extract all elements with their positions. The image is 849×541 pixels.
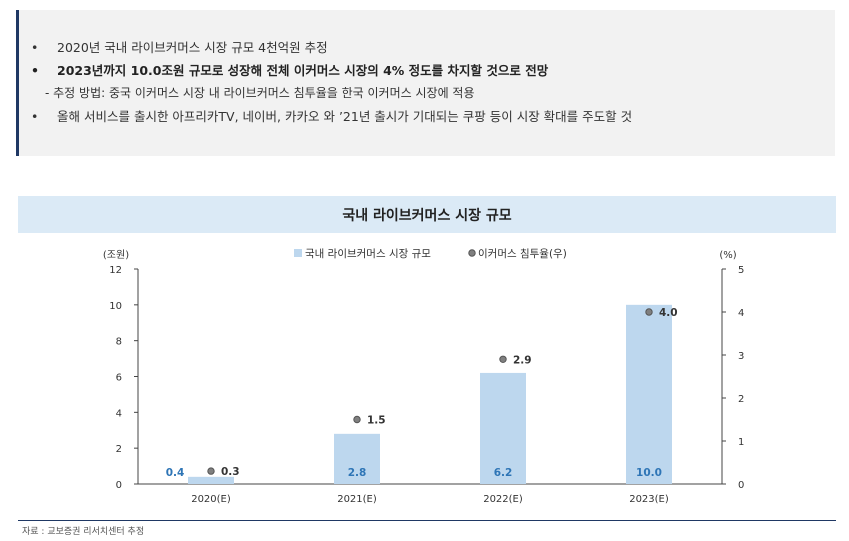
- summary-box: • 2020년 국내 라이브커머스 시장 규모 4천억원 추정 • 2023년까지 …: [16, 10, 835, 156]
- summary-item-1: • 2020년 국내 라이브커머스 시장 규모 4천억원 추정: [31, 40, 328, 55]
- bar-data-label: 10.0: [636, 467, 662, 479]
- left-tick-label: 4: [116, 408, 122, 419]
- penetration-data-label: 4.0: [659, 307, 678, 319]
- summary-item-3-text: - 추정 방법: 중국 이커머스 시장 내 라이브커머스 침투율을 한국 이커머…: [45, 86, 475, 100]
- penetration-point-2020(E): [207, 467, 215, 475]
- right-tick-label: 5: [738, 265, 744, 276]
- left-tick-label: 2: [116, 444, 122, 455]
- chart-title: 국내 라이브커머스 시장 규모: [18, 196, 836, 233]
- penetration-point-2022(E): [499, 355, 507, 363]
- summary-item-3: - 추정 방법: 중국 이커머스 시장 내 라이브커머스 침투율을 한국 이커머…: [31, 82, 835, 105]
- bar-2021(E): [334, 433, 380, 484]
- bottom-divider: [18, 520, 836, 521]
- x-tick-label: 2022(E): [483, 494, 523, 505]
- penetration-data-label: 0.3: [221, 466, 240, 478]
- left-tick-label: 8: [116, 337, 122, 348]
- x-tick-label: 2023(E): [629, 494, 669, 505]
- bar-data-label: 0.4: [166, 467, 185, 479]
- bar-data-label: 6.2: [494, 467, 513, 479]
- right-tick-label: 0: [738, 480, 744, 491]
- summary-item-2-text: 2023년까지 10.0조원 규모로 성장해 전체 이커머스 시장의 4% 정도…: [57, 63, 549, 78]
- bar-2022(E): [480, 372, 526, 484]
- penetration-point-2023(E): [645, 308, 653, 316]
- summary-item-4: • 올해 서비스를 출시한 아프리카TV, 네이버, 카카오 와 ’21년 출시가…: [31, 109, 633, 124]
- x-tick-label: 2021(E): [337, 494, 377, 505]
- right-axis-label: (%): [719, 250, 736, 261]
- legend-bar-label: 국내 라이브커머스 시장 규모: [305, 248, 431, 260]
- summary-item-2: • 2023년까지 10.0조원 규모로 성장해 전체 이커머스 시장의 4% 정…: [31, 63, 549, 78]
- penetration-data-label: 1.5: [367, 415, 386, 427]
- bar-data-label: 2.8: [348, 467, 367, 479]
- left-tick-label: 10: [109, 301, 122, 312]
- legend-scatter-label: 이커머스 침투율(우): [478, 248, 567, 260]
- right-tick-label: 1: [738, 437, 744, 448]
- summary-item-4-text: 올해 서비스를 출시한 아프리카TV, 네이버, 카카오 와 ’21년 출시가 …: [57, 109, 633, 124]
- penetration-point-2021(E): [353, 415, 361, 424]
- bar-2023(E): [626, 304, 672, 484]
- bar-2020(E): [188, 476, 234, 484]
- right-tick-label: 4: [738, 308, 744, 319]
- summary-item-1-text: 2020년 국내 라이브커머스 시장 규모 4천억원 추정: [57, 40, 328, 55]
- left-tick-label: 6: [116, 373, 122, 384]
- source-note: 자료 : 교보증권 리서치센터 추정: [22, 527, 145, 537]
- legend-scatter-swatch: [468, 249, 476, 257]
- right-tick-label: 2: [738, 394, 744, 405]
- penetration-data-label: 2.9: [513, 354, 532, 366]
- left-axis-label: (조원): [103, 249, 129, 261]
- x-tick-label: 2020(E): [191, 494, 231, 505]
- left-tick-label: 0: [116, 480, 122, 491]
- legend-bar-swatch: [294, 249, 302, 257]
- left-tick-label: 12: [109, 265, 122, 276]
- right-tick-label: 3: [738, 351, 744, 362]
